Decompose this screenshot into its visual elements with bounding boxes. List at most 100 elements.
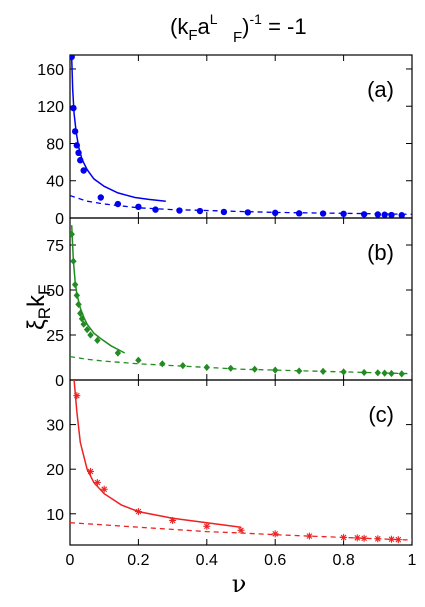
data-point bbox=[387, 535, 395, 543]
data-point bbox=[176, 207, 183, 214]
data-point bbox=[169, 516, 177, 524]
data-point bbox=[73, 291, 81, 299]
data-point bbox=[97, 194, 104, 201]
data-point bbox=[114, 349, 122, 357]
data-point bbox=[381, 369, 388, 377]
data-point bbox=[75, 149, 82, 156]
data-point bbox=[388, 369, 395, 378]
data-point bbox=[374, 535, 382, 543]
y-tick-label: 160 bbox=[37, 62, 64, 79]
y-tick-label: 0 bbox=[55, 373, 64, 390]
data-point bbox=[94, 336, 101, 344]
x-tick-label: 0.6 bbox=[264, 552, 286, 569]
y-tick-label: 120 bbox=[37, 99, 64, 116]
data-point bbox=[77, 309, 84, 317]
data-point bbox=[340, 210, 347, 218]
panels: 0 40 80 120 160 (a) 0 25 50 75 (b) 10 20 30 0 0.2 0.4 0.6… bbox=[37, 54, 417, 569]
data-point bbox=[80, 167, 87, 174]
panel-label: (b) bbox=[367, 240, 394, 265]
y-tick-label: 25 bbox=[46, 328, 64, 345]
panel-label: (a) bbox=[367, 77, 394, 102]
data-point bbox=[70, 230, 75, 238]
y-label-xi: ξ bbox=[23, 319, 50, 330]
data-point bbox=[87, 467, 95, 475]
data-point bbox=[251, 365, 258, 373]
data-point bbox=[374, 211, 381, 218]
y-tick-label: 10 bbox=[46, 507, 64, 524]
data-point bbox=[305, 532, 313, 540]
data-point bbox=[70, 104, 77, 112]
plot-area bbox=[70, 225, 412, 378]
data-point bbox=[179, 362, 187, 370]
data-point bbox=[135, 356, 142, 364]
data-point bbox=[100, 485, 108, 493]
data-point bbox=[272, 366, 279, 374]
panel-a: 0 40 80 120 160 (a) bbox=[37, 54, 413, 228]
x-tick-label: 0.4 bbox=[196, 552, 218, 569]
x-tick-label: 1 bbox=[408, 552, 417, 569]
data-point bbox=[394, 536, 402, 544]
data-point bbox=[381, 211, 388, 218]
solid-curve bbox=[70, 57, 166, 202]
data-point bbox=[87, 331, 94, 339]
title-sub-1: F bbox=[188, 27, 197, 44]
data-point bbox=[360, 534, 368, 542]
data-point bbox=[70, 55, 75, 61]
data-point bbox=[220, 208, 228, 216]
data-point bbox=[319, 210, 327, 217]
y-tick-label: 75 bbox=[46, 238, 64, 255]
data-point bbox=[319, 367, 327, 375]
data-point bbox=[244, 209, 252, 216]
title-close: ) bbox=[242, 14, 249, 39]
data-point bbox=[78, 315, 86, 323]
data-point bbox=[388, 211, 395, 218]
y-axis-label: ξRkF bbox=[23, 285, 54, 330]
data-point bbox=[75, 300, 82, 308]
panel-frame bbox=[69, 379, 413, 546]
y-tick-label: 0 bbox=[55, 211, 64, 228]
data-point bbox=[80, 320, 87, 328]
dashed-curve bbox=[70, 355, 412, 375]
data-point bbox=[340, 368, 347, 376]
title-sup-l: L bbox=[210, 11, 218, 27]
data-point bbox=[73, 142, 81, 149]
solid-curve bbox=[70, 225, 126, 354]
data-point bbox=[70, 257, 77, 265]
title-exponent: -1 bbox=[250, 11, 263, 27]
data-point bbox=[237, 526, 245, 534]
data-point bbox=[71, 281, 79, 289]
data-point bbox=[353, 534, 361, 542]
data-point bbox=[135, 203, 142, 211]
title-sub-2: F bbox=[233, 29, 242, 46]
data-point bbox=[152, 206, 159, 213]
figure-title: (kFaLF)-1 = -1 bbox=[170, 11, 307, 46]
y-label-k: k bbox=[23, 294, 50, 307]
panel-b: 0 25 50 75 (b) bbox=[46, 217, 413, 390]
panel-label: (c) bbox=[368, 402, 394, 427]
x-axis-label: ν bbox=[232, 570, 247, 598]
data-point bbox=[83, 326, 91, 334]
data-point bbox=[398, 370, 405, 378]
plot-area bbox=[70, 55, 412, 218]
data-point bbox=[114, 200, 122, 208]
y-tick-label: 50 bbox=[46, 283, 64, 300]
data-point bbox=[398, 212, 405, 218]
panel-frame bbox=[69, 217, 413, 381]
solid-curve bbox=[73, 380, 242, 528]
x-tick-label: 0.2 bbox=[127, 552, 149, 569]
data-point bbox=[227, 364, 234, 372]
data-point bbox=[134, 508, 142, 516]
data-point bbox=[295, 210, 303, 217]
data-point bbox=[71, 128, 79, 135]
x-tick-label: 0.8 bbox=[332, 552, 354, 569]
data-point bbox=[196, 207, 204, 215]
plot-area bbox=[70, 380, 412, 544]
y-tick-label: 80 bbox=[46, 136, 64, 153]
data-point bbox=[340, 533, 348, 541]
data-point bbox=[203, 522, 211, 530]
y-label-sub-r: R bbox=[35, 307, 54, 319]
x-tick-label: 0 bbox=[66, 552, 75, 569]
y-tick-label: 40 bbox=[46, 174, 64, 191]
title-rest: = -1 bbox=[262, 14, 307, 39]
